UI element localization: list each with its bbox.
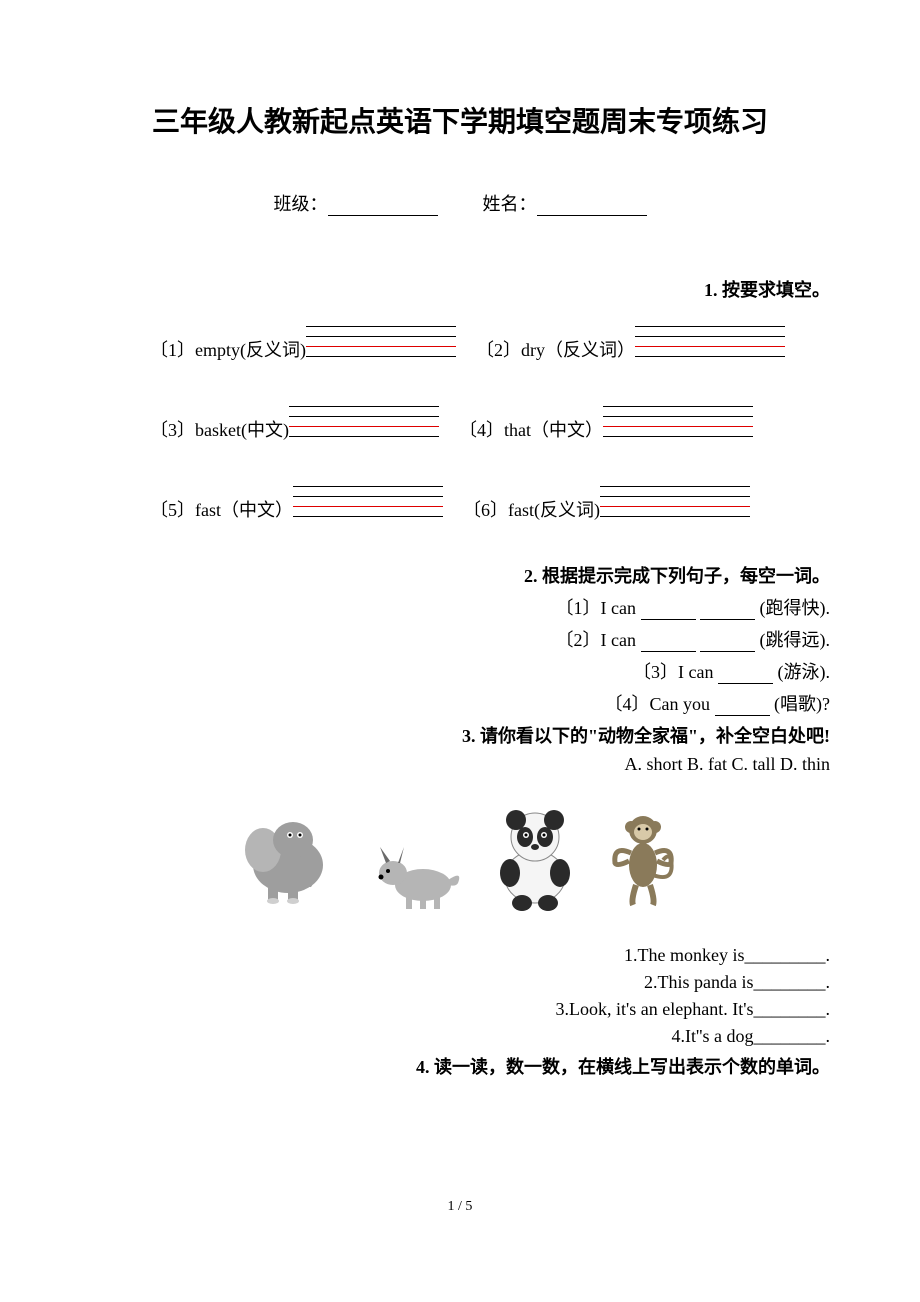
animal-images (90, 805, 830, 915)
q3-line-3: 3.Look, it's an elephant. It's________. (90, 999, 830, 1020)
q1-blank-1[interactable] (306, 322, 456, 362)
q2-blank-1a[interactable] (641, 604, 696, 620)
q1-blank-5[interactable] (293, 482, 443, 522)
q1-row-2: 〔3〕basket(中文) 〔4〕that（中文） (90, 402, 830, 442)
q2-line-4: 〔4〕Can you (唱歌)? (90, 690, 830, 716)
q3-line-1: 1.The monkey is_________. (90, 945, 830, 966)
q1-heading: 1. 按要求填空。 (90, 276, 830, 302)
q2-blank-2b[interactable] (700, 636, 755, 652)
q2-blank-3[interactable] (718, 668, 773, 684)
panda-image (488, 805, 583, 915)
q1-blank-6[interactable] (600, 482, 750, 522)
q1-blank-4[interactable] (603, 402, 753, 442)
q2-blank-2a[interactable] (641, 636, 696, 652)
q1-item-2: 〔2〕dry（反义词） (476, 336, 635, 362)
q2-blank-4[interactable] (715, 700, 770, 716)
q1-item-1: 〔1〕empty(反义词) (150, 336, 306, 362)
q2-heading: 2. 根据提示完成下列句子，每空一词。 (90, 562, 830, 588)
q1-item-3: 〔3〕basket(中文) (150, 416, 289, 442)
student-info-line: 班级： 姓名： (90, 190, 830, 216)
page-number: 1 / 5 (90, 1199, 830, 1215)
q2-blank-1b[interactable] (700, 604, 755, 620)
q1-row-3: 〔5〕fast（中文） 〔6〕fast(反义词) (90, 482, 830, 522)
name-label: 姓名： (483, 190, 537, 216)
class-label: 班级： (274, 190, 328, 216)
name-blank[interactable] (537, 198, 647, 216)
q1-item-6: 〔6〕fast(反义词) (463, 496, 600, 522)
q1-blank-2[interactable] (635, 322, 785, 362)
worksheet-title: 三年级人教新起点英语下学期填空题周末专项练习 (90, 100, 830, 140)
monkey-image (603, 805, 683, 915)
q3-options: A. short B. fat C. tall D. thin (90, 754, 830, 775)
q1-item-5: 〔5〕fast（中文） (150, 496, 293, 522)
q1-row-1: 〔1〕empty(反义词) 〔2〕dry（反义词） (90, 322, 830, 362)
q2-line-2: 〔2〕I can (跳得远). (90, 626, 830, 652)
q2-line-1: 〔1〕I can (跑得快). (90, 594, 830, 620)
q4-heading: 4. 读一读，数一数，在横线上写出表示个数的单词。 (90, 1053, 830, 1079)
elephant-image (238, 805, 348, 915)
q1-blank-3[interactable] (289, 402, 439, 442)
dog-image (368, 835, 468, 915)
q3-heading: 3. 请你看以下的"动物全家福"，补全空白处吧! (90, 722, 830, 748)
q2-line-3: 〔3〕I can (游泳). (90, 658, 830, 684)
class-blank[interactable] (328, 198, 438, 216)
q1-item-4: 〔4〕that（中文） (459, 416, 603, 442)
q3-line-4: 4.It''s a dog________. (90, 1026, 830, 1047)
q3-line-2: 2.This panda is________. (90, 972, 830, 993)
